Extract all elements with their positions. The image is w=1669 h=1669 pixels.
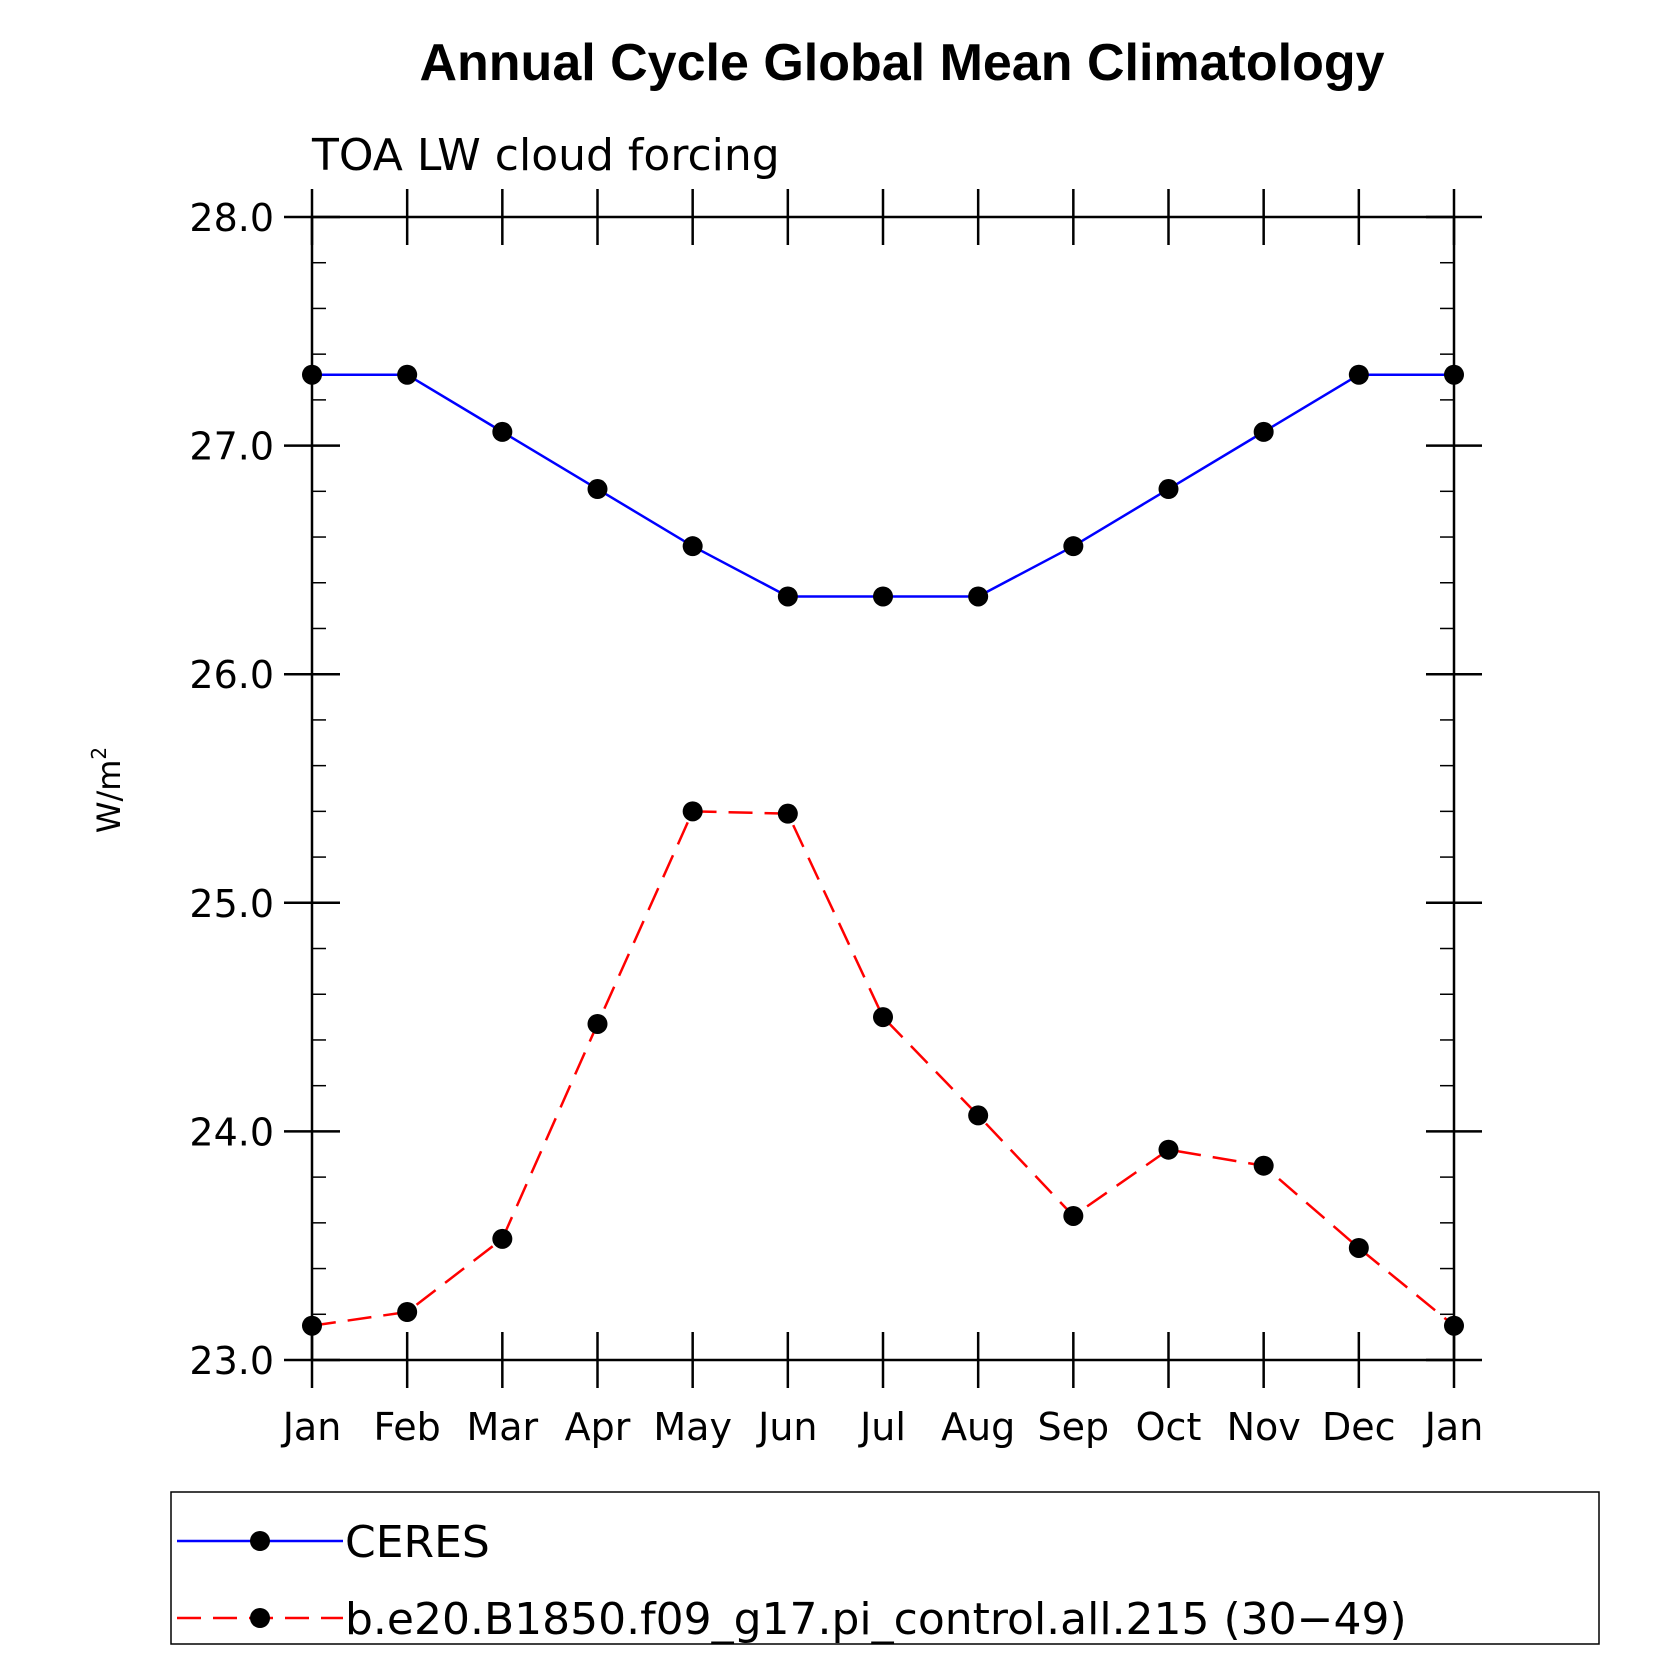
series-line-0 bbox=[312, 373, 1454, 598]
x-tick-label: Mar bbox=[466, 1405, 538, 1449]
x-tick-label: Jan bbox=[281, 1405, 342, 1449]
x-tick-label: Sep bbox=[1038, 1405, 1110, 1449]
series-0-point bbox=[682, 536, 703, 557]
series-0-point bbox=[302, 364, 322, 385]
series-0-point bbox=[777, 586, 798, 607]
series-layer bbox=[302, 364, 1464, 1336]
series-1-point bbox=[968, 1105, 989, 1126]
x-tick-label: Oct bbox=[1136, 1405, 1202, 1449]
x-tick-label: Feb bbox=[374, 1405, 441, 1449]
legend-marker-0 bbox=[250, 1531, 270, 1551]
series-0-point bbox=[968, 586, 989, 607]
svg-text:W/m2: W/m2 bbox=[87, 747, 128, 833]
series-1-point bbox=[682, 801, 703, 822]
x-tick-label: Nov bbox=[1227, 1405, 1301, 1449]
series-0-point bbox=[1063, 536, 1084, 557]
legend-label-1: b.e20.B1850.f09_g17.pi_control.all.215 (… bbox=[345, 1594, 1407, 1645]
x-tick-label: Aug bbox=[941, 1405, 1015, 1449]
series-1-point bbox=[1444, 1315, 1464, 1336]
y-tick-label: 26.0 bbox=[189, 653, 274, 697]
y-tick-labels: 23.0 24.0 25.0 26.0 27.0 28.0 bbox=[189, 196, 274, 1383]
x-tick-label: May bbox=[653, 1405, 732, 1449]
legend: CERES b.e20.B1850.f09_g17.pi_control.all.… bbox=[170, 1491, 1600, 1645]
legend-marker-1 bbox=[250, 1608, 270, 1628]
legend-box bbox=[170, 1491, 1600, 1645]
chart-subtitle: TOA LW cloud forcing bbox=[311, 130, 780, 181]
y-tick-label: 28.0 bbox=[189, 196, 274, 240]
y-tick-label: 27.0 bbox=[189, 425, 274, 469]
series-line-1 bbox=[311, 810, 1455, 1327]
x-tick-label: Jul bbox=[858, 1405, 906, 1449]
series-0-point bbox=[492, 421, 513, 442]
series-1-point bbox=[492, 1228, 513, 1249]
y-axis-label-sup: 2 bbox=[87, 747, 111, 760]
series-1-point bbox=[873, 1007, 893, 1028]
x-tick-label: Jan bbox=[1423, 1405, 1484, 1449]
series-0-point bbox=[1348, 364, 1369, 385]
plot-area bbox=[310, 215, 1456, 1362]
series-1-point bbox=[1253, 1155, 1274, 1176]
series-0-point bbox=[587, 479, 608, 500]
y-tick-label: 23.0 bbox=[189, 1339, 274, 1383]
chart-title: Annual Cycle Global Mean Climatology bbox=[419, 34, 1384, 92]
series-1-point bbox=[1348, 1237, 1369, 1258]
series-1-point bbox=[397, 1301, 418, 1322]
series-1-point bbox=[1158, 1139, 1179, 1160]
axis-ticks bbox=[284, 189, 1482, 1388]
x-tick-label: Apr bbox=[565, 1405, 631, 1449]
series-1-point bbox=[777, 803, 798, 824]
series-1-point bbox=[587, 1013, 608, 1034]
series-0-point bbox=[1444, 364, 1464, 385]
series-1-point bbox=[1063, 1205, 1084, 1226]
y-axis-label: W/m2 bbox=[87, 747, 128, 833]
y-axis-label-text: W/m bbox=[90, 760, 128, 834]
x-tick-labels: Jan Feb Mar Apr May Jun Jul Aug Sep Oct Nov Dec Jan bbox=[281, 1405, 1484, 1449]
legend-label-0: CERES bbox=[345, 1517, 490, 1568]
y-tick-label: 25.0 bbox=[189, 882, 274, 926]
y-tick-label: 24.0 bbox=[189, 1110, 274, 1154]
series-0-point bbox=[1253, 421, 1274, 442]
series-1-point bbox=[302, 1315, 322, 1336]
x-tick-label: Jun bbox=[756, 1405, 817, 1449]
x-tick-label: Dec bbox=[1322, 1405, 1396, 1449]
series-0-point bbox=[873, 586, 893, 607]
series-0-point bbox=[397, 364, 418, 385]
series-0-point bbox=[1158, 479, 1179, 500]
